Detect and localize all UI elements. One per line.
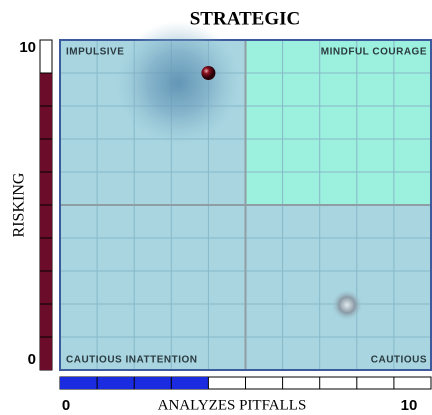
quadrant-label: CAUTIOUS <box>371 355 427 366</box>
point <box>201 66 216 80</box>
y-axis-label: RISKING <box>11 172 28 237</box>
x-axis-label: ANALYZES PITFALLS <box>158 397 307 413</box>
y-tick-label: 10 <box>19 39 36 56</box>
quadrant-label: MINDFUL COURAGE <box>321 47 427 58</box>
y-gauge-fill <box>40 73 52 370</box>
chart-title: STRATEGIC <box>190 8 301 29</box>
swirl <box>331 289 363 321</box>
quadrant-label: IMPULSIVE <box>66 47 124 58</box>
y-tick-label: 0 <box>28 351 36 368</box>
highlight-quadrant <box>245 40 431 205</box>
x-tick-label: 0 <box>62 397 70 414</box>
glow <box>116 21 241 145</box>
quadrant-label: CAUTIOUS INATTENTION <box>66 355 197 366</box>
x-tick-label: 10 <box>401 397 418 414</box>
plot-border <box>59 39 432 371</box>
